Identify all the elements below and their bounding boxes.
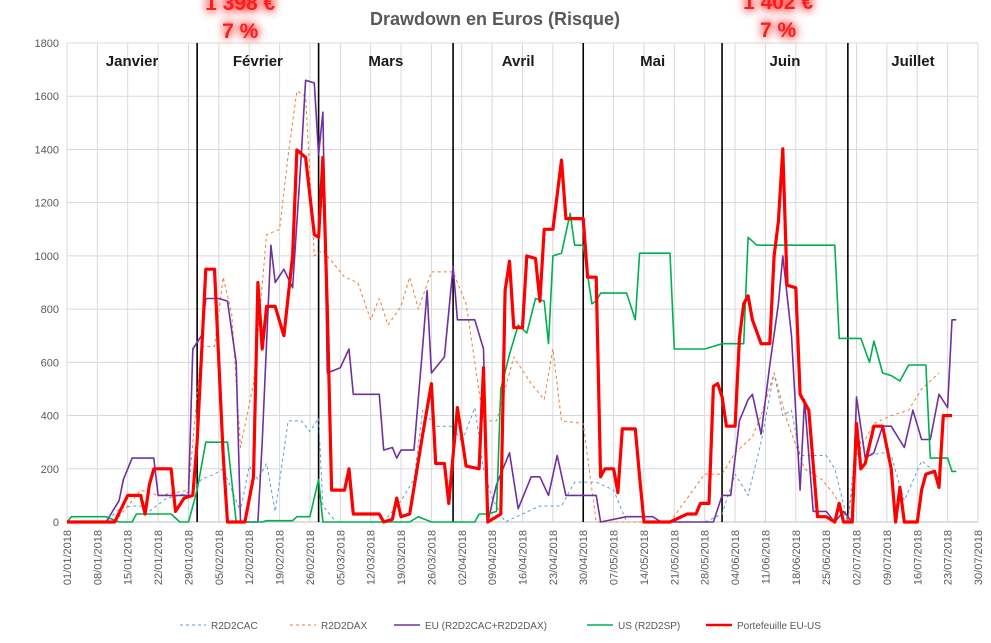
y-tick-label: 800 — [41, 304, 59, 316]
x-tick-label: 23/07/2018 — [943, 530, 955, 585]
series-lines — [66, 79, 957, 524]
y-tick-label: 1000 — [35, 251, 59, 263]
legend-label: EU (R2D2CAC+R2D2DAX) — [425, 621, 547, 632]
x-tick-label: 29/01/2018 — [183, 530, 195, 585]
x-tick-label: 12/02/2018 — [244, 530, 256, 585]
x-tick-label: 21/05/2018 — [669, 530, 681, 585]
series-line — [67, 90, 940, 523]
annotation-amount: 1 402 € — [743, 0, 813, 14]
annotations: 1 398 € 7 % 1 402 € 7 % — [205, 0, 813, 43]
legend-label: Portefeuille EU-US — [737, 621, 821, 632]
x-tick-label: 30/07/2018 — [973, 530, 985, 585]
x-tick-label: 05/03/2018 — [335, 530, 347, 585]
month-label: Avril — [502, 53, 535, 70]
month-label: Juin — [770, 53, 801, 70]
x-tick-label: 26/03/2018 — [426, 530, 438, 585]
annotation-amount: 1 398 € — [205, 0, 275, 15]
series-line — [67, 147, 952, 524]
y-tick-label: 1800 — [35, 38, 59, 50]
month-label: Juillet — [891, 53, 934, 70]
x-tick-label: 18/06/2018 — [791, 530, 803, 585]
x-tick-label: 15/01/2018 — [123, 530, 135, 585]
x-tick-label: 19/02/2018 — [275, 530, 287, 585]
x-tick-label: 08/01/2018 — [92, 530, 104, 585]
y-tick-label: 0 — [53, 517, 59, 529]
month-label: Mars — [368, 53, 403, 70]
x-tick-label: 12/03/2018 — [366, 530, 378, 585]
y-tick-label: 600 — [41, 357, 59, 369]
x-tick-label: 07/05/2018 — [609, 530, 621, 585]
x-tick-label: 09/07/2018 — [882, 530, 894, 585]
x-tick-label: 16/07/2018 — [912, 530, 924, 585]
x-tick-label: 16/04/2018 — [518, 530, 530, 585]
y-tick-label: 1400 — [35, 144, 59, 156]
legend-label: US (R2D2SP) — [618, 621, 680, 632]
x-tick-label: 19/03/2018 — [396, 530, 408, 585]
x-tick-label: 26/02/2018 — [305, 530, 317, 585]
x-tick-label: 25/06/2018 — [821, 530, 833, 585]
y-tick-label: 1600 — [35, 91, 59, 103]
month-labels: Janvier Février Mars Avril Mai Juin Juillet — [106, 53, 935, 70]
x-tick-label: 11/06/2018 — [760, 530, 772, 584]
y-tick-label: 1200 — [35, 198, 59, 210]
legend: R2D2CAC R2D2DAX EU (R2D2CAC+R2D2DAX) US (R2… — [180, 621, 821, 632]
legend-label: R2D2DAX — [321, 621, 367, 632]
x-axis-ticks: 01/01/2018 08/01/2018 15/01/2018 22/01/2018… — [62, 530, 985, 585]
x-tick-label: 04/06/2018 — [730, 530, 742, 585]
x-tick-label: 02/07/2018 — [852, 530, 864, 585]
x-tick-label: 23/04/2018 — [548, 530, 560, 585]
x-tick-label: 22/01/2018 — [153, 530, 165, 585]
y-tick-label: 400 — [41, 411, 59, 423]
x-tick-label: 09/04/2018 — [487, 530, 499, 585]
series-line — [66, 212, 957, 523]
x-tick-label: 28/05/2018 — [700, 530, 712, 585]
y-axis-ticks: 0 200 400 600 800 1000 1200 1400 1600 1800 — [35, 38, 59, 529]
x-tick-label: 05/02/2018 — [214, 530, 226, 585]
month-label: Janvier — [106, 53, 159, 70]
y-tick-label: 200 — [41, 464, 59, 476]
month-label: Mai — [640, 53, 665, 70]
month-label: Février — [233, 53, 283, 70]
chart-title: Drawdown en Euros (Risque) — [370, 9, 620, 29]
x-tick-label: 30/04/2018 — [578, 530, 590, 585]
annotation-percent: 7 % — [222, 20, 259, 43]
annotation-percent: 7 % — [760, 19, 797, 42]
x-tick-label: 02/04/2018 — [457, 530, 469, 585]
x-tick-label: 14/05/2018 — [639, 530, 651, 585]
legend-label: R2D2CAC — [211, 621, 258, 632]
x-tick-label: 01/01/2018 — [62, 530, 74, 585]
